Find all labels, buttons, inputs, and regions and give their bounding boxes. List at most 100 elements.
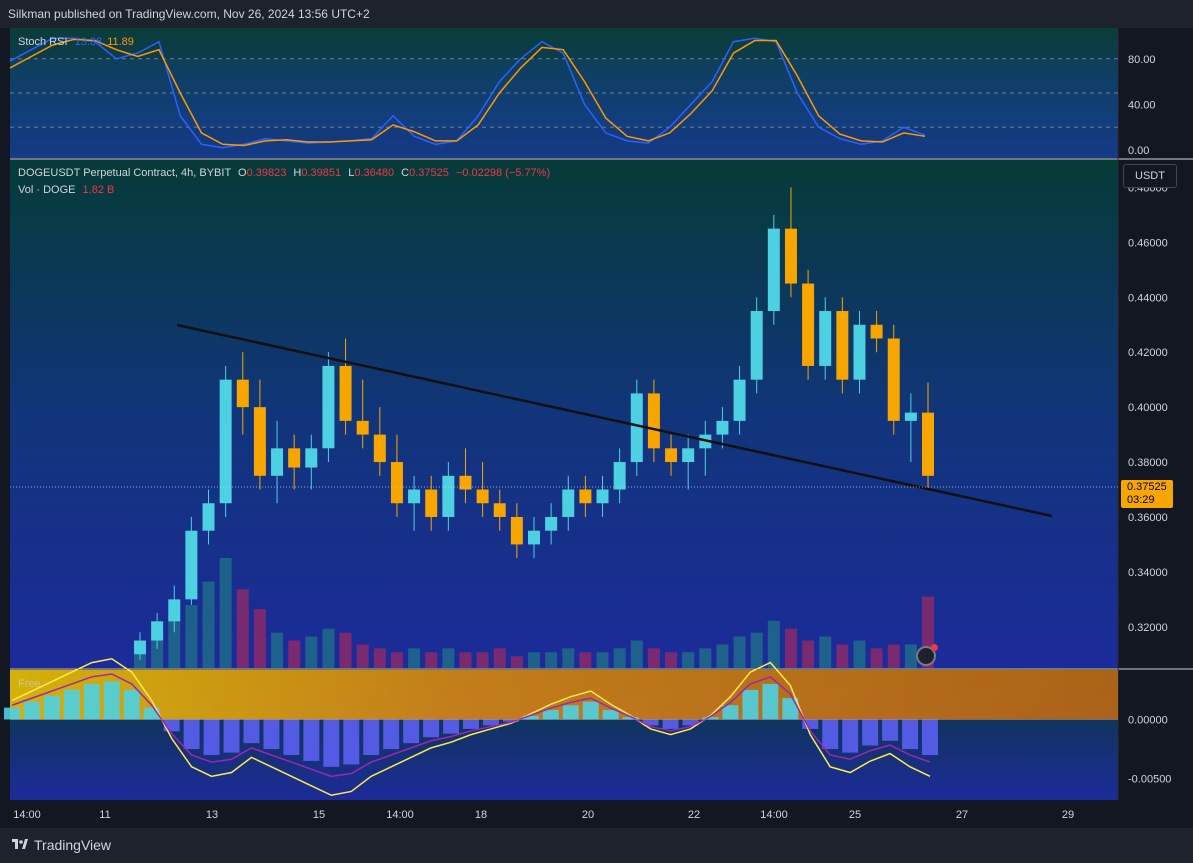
oscillator-slow-line — [11, 673, 931, 778]
volume-bar — [322, 628, 335, 668]
stoch-lines — [9, 37, 926, 149]
volume-bar — [579, 652, 592, 668]
candle-body — [579, 489, 592, 504]
volume-bar — [373, 648, 386, 668]
publisher-header: Silkman published on TradingView.com, No… — [0, 0, 1193, 28]
volume-bar — [390, 652, 403, 668]
oscillator-bar — [323, 719, 340, 767]
open-value: 0.39823 — [246, 167, 287, 179]
oscillator-bar — [243, 719, 260, 744]
volume-bar — [922, 596, 934, 668]
time-tick-label: 14:00 — [13, 809, 41, 821]
last-price-tag: 0.37525 03:29 — [1121, 480, 1173, 508]
price-tick-label: 0.42000 — [1128, 347, 1168, 359]
oscillator-bar — [463, 719, 479, 729]
volume-bar — [510, 656, 523, 668]
stoch-legend[interactable]: Stoch RSI 13.38 11.89 — [18, 36, 134, 48]
candle-body — [219, 379, 232, 504]
alert-icon[interactable] — [916, 644, 938, 666]
volume-bar — [647, 648, 660, 668]
chart-area[interactable]: 80.00 40.00 0.00 0.48000 0.46000 0.44000 0.420… — [0, 28, 1193, 828]
oscillator-bar — [542, 709, 559, 720]
tradingview-brand[interactable]: TradingView — [12, 837, 111, 853]
symbol-title: DOGEUSDT Perpetual Contract, 4h, BYBIT — [18, 167, 231, 179]
volume-bar — [733, 636, 746, 668]
oscillator-tick-label: -0.00500 — [1128, 774, 1171, 786]
volume-bar — [853, 640, 866, 668]
candle-body — [887, 338, 900, 421]
last-price-value: 0.37525 — [1127, 481, 1167, 493]
time-tick-label: 15 — [313, 809, 325, 821]
oscillator-bar — [582, 701, 599, 720]
volume-bar — [562, 648, 575, 668]
oscillator-bar — [423, 719, 440, 738]
volume-bar — [716, 644, 729, 668]
candle-body — [390, 462, 403, 504]
candle-body — [493, 503, 506, 517]
candle-body — [510, 516, 523, 545]
oscillator-bar — [762, 683, 779, 720]
volume-bar — [305, 636, 318, 668]
volume-value: 1.82 B — [82, 184, 115, 196]
oscillator-legend[interactable]: Free — [18, 678, 41, 690]
candle-body — [682, 448, 695, 463]
oscillator-bar — [702, 717, 719, 720]
price-tick-label: 0.40000 — [1128, 402, 1168, 414]
candle-body — [613, 462, 626, 490]
oscillator-bar — [23, 701, 40, 720]
candle-body — [356, 420, 369, 435]
candle-body — [408, 489, 421, 504]
stoch-tick-label: 0.00 — [1128, 145, 1149, 157]
time-tick-label: 14:00 — [386, 809, 414, 821]
oscillator-bar — [263, 719, 280, 750]
candle-body — [288, 448, 301, 468]
oscillator-bar — [922, 719, 938, 755]
candle-body — [767, 228, 780, 312]
oscillator-bar — [43, 695, 60, 720]
stoch-bands — [10, 58, 1118, 128]
oscillator-lines — [10, 658, 1118, 797]
time-axis[interactable] — [0, 800, 1193, 828]
volume-bar — [545, 652, 558, 668]
volume-bar — [613, 648, 626, 668]
oscillator-fast-line — [11, 658, 931, 797]
alert-dot-icon — [931, 644, 938, 651]
candle-body — [904, 412, 917, 421]
time-tick-label: 29 — [1062, 809, 1074, 821]
oscillator-bar — [642, 719, 659, 726]
volume-bar — [425, 652, 438, 668]
oscillator-bar — [403, 719, 420, 744]
currency-button[interactable]: USDT — [1123, 164, 1177, 188]
oscillator-bar — [902, 719, 919, 750]
open-label: O — [238, 167, 247, 179]
volume-legend[interactable]: Vol · DOGE 1.82 B — [18, 184, 114, 196]
candle-body — [528, 530, 540, 545]
symbol-legend[interactable]: DOGEUSDT Perpetual Contract, 4h, BYBIT O… — [18, 167, 550, 179]
oscillator-bar — [522, 715, 539, 720]
oscillator-bar — [203, 719, 220, 755]
oscillator-bar — [822, 719, 839, 750]
brand-name: TradingView — [34, 837, 112, 853]
stoch-d-line — [9, 38, 926, 147]
candle-body — [339, 365, 352, 421]
candle-body — [870, 324, 883, 339]
candle-body — [819, 311, 832, 366]
oscillator-bar — [782, 698, 799, 720]
stoch-tick-label: 80.00 — [1128, 54, 1156, 66]
chart-svg[interactable]: 80.0040.000.000.480000.460000.440000.420… — [0, 28, 1193, 828]
oscillator-bar — [4, 707, 20, 720]
oscillator-bar — [802, 719, 819, 729]
candle-body — [836, 311, 849, 380]
candle-body — [236, 379, 249, 408]
candle-body — [442, 475, 455, 517]
candle-body — [425, 489, 438, 517]
time-tick-label: 18 — [475, 809, 487, 821]
trendline[interactable] — [176, 323, 1053, 518]
candle-body — [562, 489, 575, 517]
volume-bar — [408, 648, 421, 668]
oscillator-bar — [103, 681, 120, 720]
candle-body — [784, 228, 797, 284]
volume-bar — [836, 644, 849, 668]
oscillator-warm-band — [10, 670, 1118, 720]
volume-bar — [168, 620, 181, 668]
